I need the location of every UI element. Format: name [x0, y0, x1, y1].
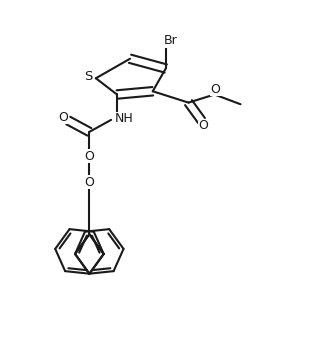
- Text: S: S: [85, 71, 93, 83]
- Text: O: O: [58, 111, 68, 124]
- Text: Br: Br: [164, 34, 178, 47]
- Text: O: O: [85, 150, 94, 163]
- Text: NH: NH: [115, 112, 134, 125]
- Text: O: O: [198, 119, 208, 132]
- Text: O: O: [210, 83, 220, 96]
- Text: O: O: [85, 176, 94, 189]
